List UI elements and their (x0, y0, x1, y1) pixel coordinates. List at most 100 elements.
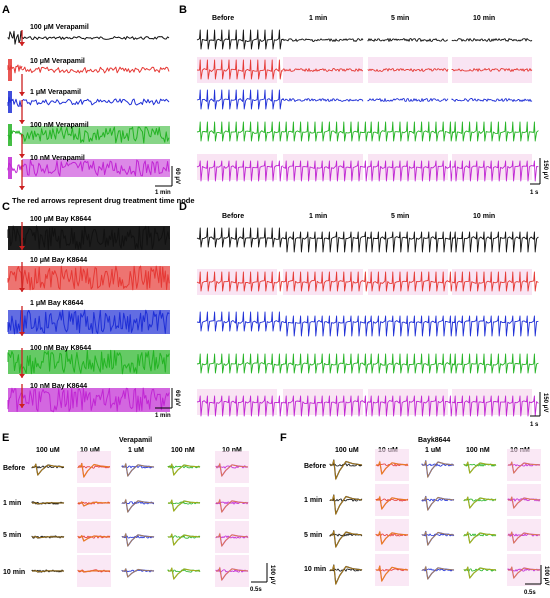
panel-d-row-2-seg-2 (282, 269, 370, 295)
panel-f-cell-r3-c3-fit (422, 531, 455, 547)
panel-c-trace-1 (7, 225, 170, 250)
panel-c-scale-v: 60 μV (174, 390, 180, 406)
panel-e-cell-r4-c3 (121, 567, 155, 578)
panel-d-row-2-seg-1-trace (196, 271, 284, 292)
panel-e-cell-r1-c2-fit (78, 463, 111, 479)
panel-a-label-1: 100 μM Verapamil (30, 24, 89, 31)
panel-e-cell-r1-c3-fit (122, 462, 155, 478)
panel-d-row-4-seg-3-trace (367, 353, 455, 374)
panel-f-cell-r2-c5-fit (508, 495, 541, 509)
panel-a-trace-4 (7, 124, 170, 146)
panel-a-trace-1-pre (7, 30, 23, 45)
panel-a-trace-1 (7, 30, 170, 45)
panel-e-col-4: 100 nM (171, 447, 195, 454)
panel-b-row-3-seg-1-trace (196, 89, 284, 110)
panel-e-title: Verapamil (119, 437, 152, 444)
panel-a-trace-2 (7, 59, 170, 81)
panel-e: Verapamil 100 uM 10 uM 1 uM 100 nM 10 nM… (3, 437, 275, 593)
panel-d-row-3-seg-4-trace (451, 315, 539, 337)
panel-a-label-4: 100 nM Verapamil (30, 122, 89, 129)
panel-a-label-3: 1 μM Verapamil (30, 89, 81, 96)
panel-f-scale-t: 0.5s (524, 590, 536, 596)
panel-a-scale-t: 1 min (155, 190, 171, 196)
panel-b-row-5-seg-2 (282, 154, 370, 182)
panel-d-row-4-seg-4-trace (451, 353, 539, 374)
panel-b-row-4-seg-4-trace (451, 121, 539, 142)
panel-f-cell-r2-c4-fit (464, 495, 497, 509)
panel-e-cell-r4-c2 (77, 569, 111, 573)
panel-b-row-2-seg-1-trace (196, 59, 284, 80)
panel-c-trace-5 (7, 387, 170, 413)
panel-b-row-2-seg-4-trace (451, 68, 533, 72)
panel-e-cell-r3-c1-fit (32, 536, 65, 539)
panel-e-cell-r3-c3-fit (122, 532, 155, 548)
panel-b-row-5-seg-4 (452, 154, 539, 182)
panel-d-row-1-seg-2-trace (282, 231, 370, 253)
panel-b-header-before: Before (212, 15, 234, 22)
arrow-note: The red arrows represent drug treatment … (12, 196, 195, 205)
panel-e-cell-r1-c4-fit (168, 462, 201, 476)
panel-c-arrow-5-head (19, 404, 25, 408)
panel-b-scale-t: 1 s (530, 190, 539, 196)
panel-f-row-4: 10 min (304, 566, 326, 573)
panel-f: Bayk8644 100 uM 10 uM 1 uM 100 nM 10 nM … (304, 437, 549, 596)
panel-b-row-3-seg-1 (196, 89, 284, 110)
panel-b-row-1-seg-3 (367, 38, 448, 42)
panel-f-row-3: 5 min (304, 532, 322, 539)
panel-b-row-1-seg-1-trace (196, 29, 284, 50)
panel-f-cell-r1-c3 (421, 460, 455, 479)
panel-b-row-1-seg-4 (451, 38, 533, 42)
panel-b-row-3-seg-3-trace (367, 98, 449, 102)
panel-e-col-5: 10 nM (222, 447, 242, 454)
panel-e-cell-r4-c5-fit (216, 566, 249, 582)
panel-a-trace-3-pre (7, 96, 23, 107)
panel-f-col-3: 1 uM (425, 447, 441, 454)
panel-f-cell-r3-c1-fit (330, 530, 363, 549)
panel-e-cell-r2-c2 (77, 501, 111, 507)
panel-d-header-before: Before (222, 213, 244, 220)
panel-c-label-4: 100 nM Bay K8644 (30, 345, 91, 352)
panel-f-cell-r2-c2-fit (376, 495, 409, 511)
panel-d-row-3-seg-3-trace (367, 315, 455, 337)
panel-f-cell-r2-c1-fit (330, 495, 363, 516)
panel-f-cell-r3-c4-fit (464, 530, 497, 544)
panel-f-cell-r1-c1-fit (330, 460, 363, 481)
panel-a-arrow-5-head (19, 186, 25, 190)
panel-c-arrow-5 (19, 384, 25, 408)
panel-f-cell-r3-c5-fit (508, 530, 541, 544)
panel-e-cell-r4-c5 (215, 566, 249, 582)
panel-letter-f: F (280, 432, 287, 444)
panel-d-row-2-seg-4-trace (451, 271, 539, 292)
panel-d-row-4-seg-1 (196, 353, 284, 374)
panel-f-cell-r1-c4-fit (464, 460, 497, 474)
panel-a-trace-3 (7, 91, 170, 113)
panel-e-cell-r2-c5 (215, 498, 249, 514)
panel-f-cell-r2-c5 (507, 495, 541, 509)
panel-a-trace-3-post (21, 98, 170, 106)
panel-e-cell-r4-c4-fit (168, 566, 201, 580)
panel-b-row-1-seg-2-trace (282, 38, 364, 42)
panel-c-trace-1-noise (7, 225, 170, 250)
panel-d: Before 1 min 5 min 10 min 150 μV 1 s (196, 213, 548, 428)
panel-b-row-1-seg-3-trace (367, 38, 448, 42)
panel-c-arrow-2 (19, 262, 25, 292)
panel-f-cell-r4-c4 (463, 565, 497, 579)
panel-e-cell-r3-c2 (77, 534, 111, 542)
panel-c-arrow-1-head (19, 246, 25, 250)
panel-f-cell-r1-c1 (329, 459, 363, 481)
panel-b-row-4-seg-3-trace (367, 121, 455, 142)
panel-d-row-2-seg-2-trace (282, 271, 370, 292)
panel-e-cell-r3-c4-fit (168, 532, 201, 546)
panel-a-arrow-3 (19, 100, 25, 124)
panel-e-cell-r2-c1 (31, 501, 65, 505)
panel-e-cell-r2-c1-fit (32, 502, 65, 505)
panel-f-cell-r2-c2 (375, 495, 409, 511)
panel-d-row-4-seg-2-trace (282, 353, 370, 374)
panel-d-row-2-seg-3 (367, 269, 455, 295)
panel-c-arrow-2-head (19, 288, 25, 292)
panel-e-cell-r1-c5 (215, 462, 249, 478)
panel-e-cell-r1-c5-fit (216, 462, 249, 478)
panel-b-row-5-seg-1-trace (196, 160, 284, 182)
panel-d-row-1-seg-3-trace (367, 231, 455, 253)
panel-d-row-3-seg-3 (367, 315, 455, 337)
